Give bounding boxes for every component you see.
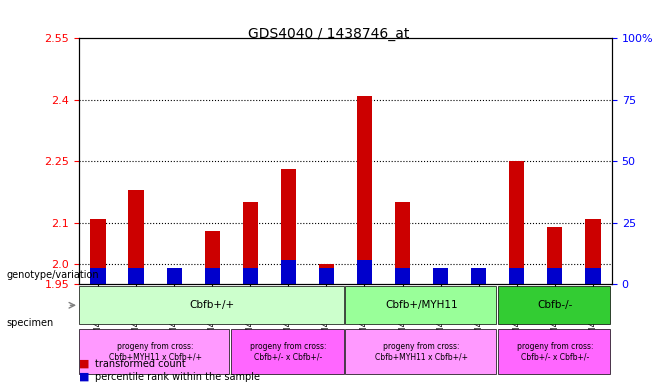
Bar [433, 268, 448, 284]
Bar [318, 268, 334, 284]
Bar [166, 280, 182, 284]
Bar [90, 268, 105, 284]
FancyBboxPatch shape [345, 329, 496, 374]
Text: Cbfb-/-: Cbfb-/- [537, 300, 572, 310]
Bar [243, 268, 258, 284]
Bar [205, 268, 220, 284]
Bar [357, 96, 372, 284]
Bar [471, 282, 486, 284]
Text: percentile rank within the sample: percentile rank within the sample [95, 372, 261, 382]
Bar [547, 268, 563, 284]
FancyBboxPatch shape [231, 329, 343, 374]
Bar [586, 218, 601, 284]
FancyBboxPatch shape [345, 286, 496, 324]
Bar [357, 260, 372, 284]
Text: GDS4040 / 1438746_at: GDS4040 / 1438746_at [248, 27, 410, 41]
Text: specimen: specimen [7, 318, 54, 328]
FancyBboxPatch shape [497, 329, 610, 374]
Text: progeny from cross:
Cbfb+MYH11 x Cbfb+/+: progeny from cross: Cbfb+MYH11 x Cbfb+/+ [109, 342, 201, 361]
FancyBboxPatch shape [79, 329, 230, 374]
Bar [509, 161, 524, 284]
Bar [395, 268, 410, 284]
Bar [471, 268, 486, 284]
Text: Cbfb+/MYH11: Cbfb+/MYH11 [386, 300, 458, 310]
Bar [128, 268, 143, 284]
Bar [90, 218, 105, 284]
Text: progeny from cross:
Cbfb+MYH11 x Cbfb+/+: progeny from cross: Cbfb+MYH11 x Cbfb+/+ [375, 342, 468, 361]
Bar [243, 202, 258, 284]
FancyBboxPatch shape [79, 286, 343, 324]
Bar [318, 264, 334, 284]
Bar [433, 276, 448, 284]
Bar [281, 169, 296, 284]
Bar [395, 202, 410, 284]
Bar [547, 227, 563, 284]
Text: Cbfb+/+: Cbfb+/+ [190, 300, 235, 310]
Bar [128, 190, 143, 284]
Bar [205, 231, 220, 284]
Bar [281, 260, 296, 284]
Text: ■: ■ [79, 372, 89, 382]
Text: ■: ■ [79, 359, 89, 369]
Bar [586, 268, 601, 284]
FancyBboxPatch shape [497, 286, 610, 324]
Text: transformed count: transformed count [95, 359, 186, 369]
Text: genotype/variation: genotype/variation [7, 270, 99, 280]
Bar [509, 268, 524, 284]
Bar [166, 268, 182, 284]
Text: progeny from cross:
Cbfb+/- x Cbfb+/-: progeny from cross: Cbfb+/- x Cbfb+/- [250, 342, 326, 361]
Text: progeny from cross:
Cbfb+/- x Cbfb+/-: progeny from cross: Cbfb+/- x Cbfb+/- [517, 342, 593, 361]
